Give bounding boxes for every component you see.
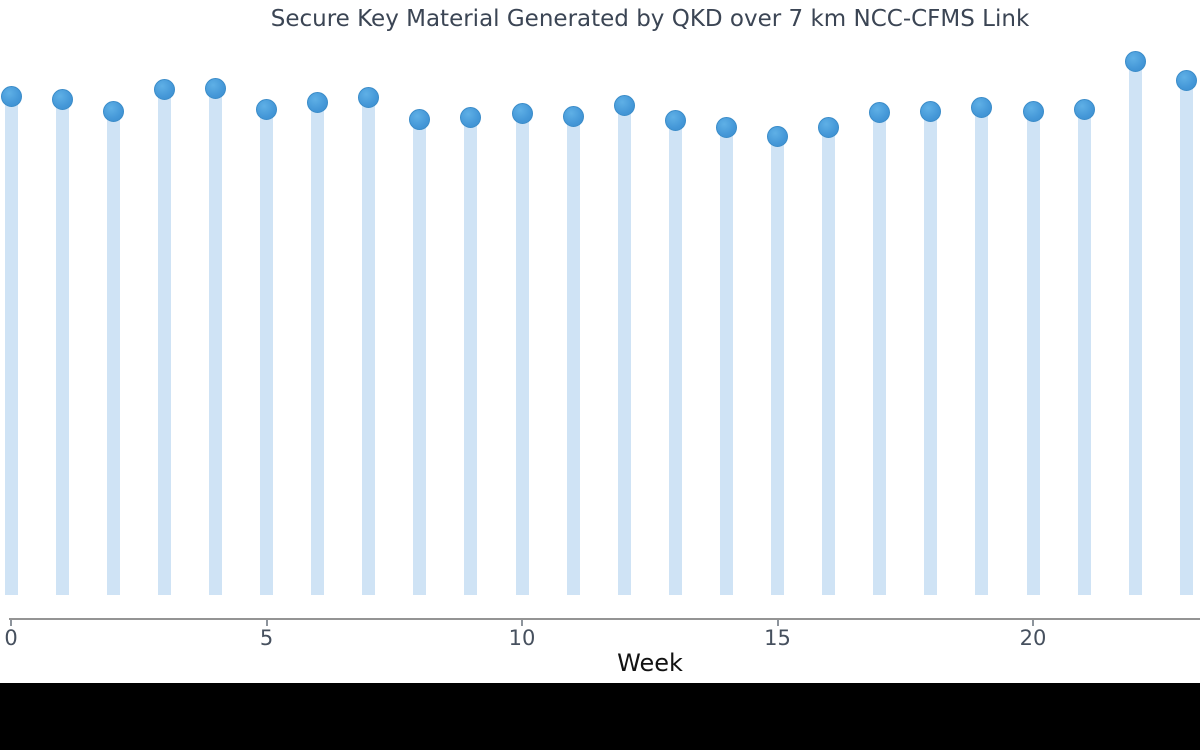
stem-week-4 bbox=[208, 88, 222, 595]
stem-week-18 bbox=[924, 111, 938, 595]
stem-week-0 bbox=[4, 96, 18, 595]
data-point-week-22 bbox=[1124, 50, 1146, 72]
x-axis-tick-label-20: 20 bbox=[1019, 626, 1047, 650]
stem-week-19 bbox=[975, 107, 989, 595]
stem-week-2 bbox=[106, 111, 120, 595]
stem-week-14 bbox=[719, 127, 733, 595]
x-axis-tick-label-10: 10 bbox=[508, 626, 536, 650]
data-point-week-17 bbox=[869, 101, 891, 123]
data-point-week-23 bbox=[1175, 70, 1197, 92]
x-axis-tick-label-15: 15 bbox=[764, 626, 791, 650]
x-axis-tick-mark-0 bbox=[10, 620, 12, 626]
x-axis-line bbox=[9, 618, 1200, 620]
data-point-week-12 bbox=[613, 95, 635, 117]
data-point-week-4 bbox=[204, 77, 226, 99]
x-axis-tick-label-5: 5 bbox=[259, 626, 274, 650]
stem-week-15 bbox=[771, 136, 784, 595]
stem-week-13 bbox=[668, 120, 682, 595]
stem-week-16 bbox=[822, 127, 836, 595]
data-point-week-21 bbox=[1073, 98, 1095, 120]
data-point-week-19 bbox=[971, 97, 993, 119]
stem-week-23 bbox=[1179, 80, 1193, 595]
data-point-week-13 bbox=[664, 110, 686, 132]
data-point-week-10 bbox=[511, 103, 533, 125]
stem-week-5 bbox=[260, 109, 273, 595]
stem-week-3 bbox=[157, 89, 171, 595]
chart-title: Secure Key Material Generated by QKD ove… bbox=[270, 6, 1030, 32]
data-point-week-1 bbox=[51, 89, 73, 111]
data-point-week-6 bbox=[307, 91, 329, 113]
data-point-week-15 bbox=[767, 126, 788, 148]
stem-week-7 bbox=[362, 97, 376, 595]
x-axis-tick-label-0: 0 bbox=[4, 626, 18, 650]
x-axis-label: Week bbox=[617, 649, 683, 677]
chart-area: Secure Key Material Generated by QKD ove… bbox=[0, 0, 1200, 683]
stem-week-10 bbox=[515, 113, 529, 595]
data-point-week-11 bbox=[562, 105, 584, 127]
x-axis-tick-mark-15 bbox=[776, 620, 779, 626]
data-point-week-2 bbox=[102, 100, 124, 122]
data-point-week-20 bbox=[1022, 100, 1044, 122]
data-point-week-3 bbox=[153, 79, 175, 101]
stem-week-22 bbox=[1128, 61, 1142, 595]
stem-week-17 bbox=[873, 112, 887, 595]
stem-week-12 bbox=[617, 105, 631, 595]
x-axis-tick-mark-10 bbox=[521, 620, 523, 626]
x-axis-tick-mark-20 bbox=[1032, 620, 1034, 626]
data-point-week-16 bbox=[818, 116, 840, 138]
stem-week-6 bbox=[311, 102, 325, 595]
stem-week-20 bbox=[1026, 111, 1040, 595]
data-point-week-14 bbox=[715, 117, 737, 139]
stem-week-8 bbox=[413, 119, 427, 595]
stem-week-1 bbox=[55, 99, 69, 595]
stem-week-11 bbox=[566, 116, 580, 595]
stem-plot bbox=[0, 50, 1197, 595]
stem-week-9 bbox=[464, 117, 478, 595]
data-point-week-9 bbox=[460, 106, 482, 128]
x-axis-tick-mark-5 bbox=[265, 620, 268, 626]
data-point-week-0 bbox=[0, 86, 22, 108]
data-point-week-18 bbox=[920, 100, 942, 122]
data-point-week-8 bbox=[409, 108, 431, 130]
letterbox-bar bbox=[0, 683, 1200, 750]
data-point-week-5 bbox=[256, 98, 277, 120]
data-point-week-7 bbox=[358, 87, 380, 109]
stem-week-21 bbox=[1077, 109, 1091, 595]
